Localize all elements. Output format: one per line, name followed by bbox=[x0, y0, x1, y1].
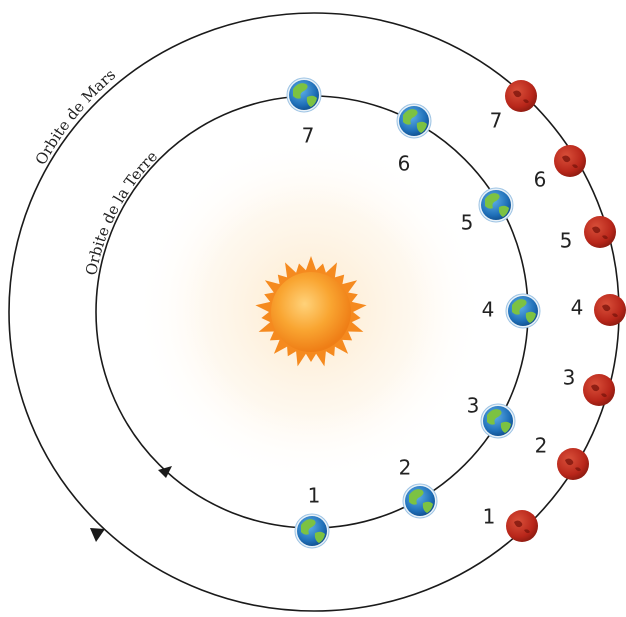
mars-position-number: 1 bbox=[483, 505, 496, 529]
earth-position-number: 4 bbox=[482, 298, 495, 322]
mars-positions: 1 2 3 4 5 6 7 bbox=[483, 80, 626, 542]
mars-position-number: 6 bbox=[534, 168, 547, 192]
earth-position-5: 5 bbox=[461, 187, 514, 235]
mars-position-number: 4 bbox=[571, 296, 584, 320]
mars-icon bbox=[584, 216, 616, 248]
earth-position-number: 5 bbox=[461, 211, 474, 235]
mars-position-number: 3 bbox=[563, 366, 576, 390]
mars-direction-arrowhead-icon bbox=[90, 528, 105, 542]
earth-position-number: 6 bbox=[398, 152, 411, 176]
earth-position-6: 6 bbox=[396, 103, 432, 176]
mars-position-3: 3 bbox=[563, 366, 615, 406]
earth-position-1: 1 bbox=[294, 484, 330, 549]
mars-position-2: 2 bbox=[535, 434, 589, 480]
mars-position-5: 5 bbox=[560, 216, 616, 253]
mars-position-number: 5 bbox=[560, 229, 573, 253]
mars-icon bbox=[583, 374, 615, 406]
earth-position-2: 2 bbox=[399, 456, 438, 519]
mars-position-6: 6 bbox=[534, 145, 586, 192]
mars-orbit-label: Orbite de Mars bbox=[32, 66, 119, 168]
mars-position-number: 2 bbox=[535, 434, 548, 458]
mars-position-4: 4 bbox=[571, 294, 626, 326]
mars-icon bbox=[554, 145, 586, 177]
sun-core bbox=[271, 272, 351, 352]
sun-icon bbox=[255, 256, 367, 367]
mars-position-7: 7 bbox=[490, 80, 537, 133]
mars-icon bbox=[594, 294, 626, 326]
earth-icon bbox=[396, 103, 432, 139]
earth-icon bbox=[294, 513, 330, 549]
earth-icon bbox=[402, 483, 438, 519]
earth-direction-arrowhead-icon bbox=[158, 466, 172, 478]
mars-position-1: 1 bbox=[483, 505, 538, 542]
earth-position-3: 3 bbox=[467, 394, 516, 439]
earth-icon bbox=[286, 77, 322, 113]
earth-position-number: 1 bbox=[308, 484, 321, 508]
earth-positions: 1 2 3 4 5 6 7 bbox=[286, 77, 541, 549]
earth-position-4: 4 bbox=[482, 293, 541, 329]
mars-icon bbox=[557, 448, 589, 480]
mars-orbit-label-text: Orbite de Mars bbox=[32, 66, 119, 168]
mars-position-number: 7 bbox=[490, 109, 503, 133]
earth-icon bbox=[480, 403, 516, 439]
earth-icon bbox=[505, 293, 541, 329]
earth-position-7: 7 bbox=[286, 77, 322, 148]
mars-icon bbox=[505, 80, 537, 112]
mars-icon bbox=[506, 510, 538, 542]
earth-position-number: 7 bbox=[302, 124, 315, 148]
earth-position-number: 2 bbox=[399, 456, 412, 480]
earth-position-number: 3 bbox=[467, 394, 480, 418]
earth-icon bbox=[478, 187, 514, 223]
